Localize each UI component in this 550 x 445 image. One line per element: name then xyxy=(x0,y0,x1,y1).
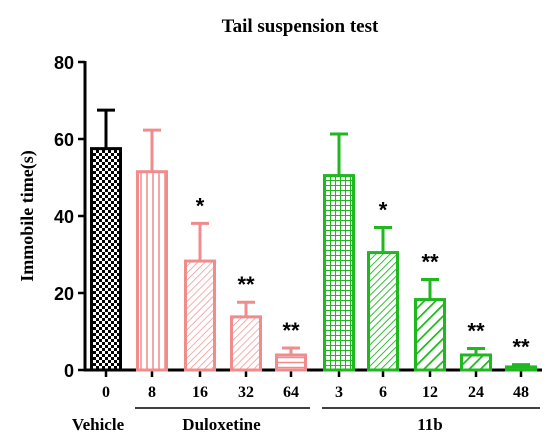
x-tick-label: 24 xyxy=(468,384,484,401)
bar-7 xyxy=(414,298,446,372)
labels: 0 8 16 * 32 ** 64 ** 3 6 * 12 ** 24 ** 48 ** Vehicle Dulox… xyxy=(72,193,540,434)
x-tick-label: 16 xyxy=(192,384,208,401)
y-axis-label: Immobile time(s) xyxy=(17,150,38,281)
bar-9 xyxy=(505,365,537,372)
x-tick-label: 6 xyxy=(379,384,387,401)
y-tick-label: 0 xyxy=(64,361,74,381)
bars xyxy=(90,108,537,372)
y-tick-label: 20 xyxy=(54,284,74,304)
x-tick-label: 64 xyxy=(283,384,299,401)
y-tick-label: 40 xyxy=(54,207,74,227)
group-label: 11b xyxy=(417,415,443,434)
x-tick-label: 8 xyxy=(148,384,156,401)
group-label: Vehicle xyxy=(72,415,125,434)
chart-title: Tail suspension test xyxy=(222,16,379,37)
bar-4 xyxy=(275,353,307,372)
bar-2 xyxy=(184,259,216,372)
significance-label: ** xyxy=(512,335,530,360)
bar-0 xyxy=(90,147,122,372)
significance-label: ** xyxy=(237,272,255,297)
bar-3 xyxy=(230,315,262,372)
significance-label: ** xyxy=(467,318,485,343)
significance-label: * xyxy=(379,198,388,223)
y-tick-label: 60 xyxy=(54,130,74,150)
x-tick-label: 0 xyxy=(102,384,110,401)
x-tick-label: 3 xyxy=(335,384,343,401)
bar-1 xyxy=(136,170,168,372)
significance-label: * xyxy=(196,193,205,218)
x-tick-label: 48 xyxy=(513,384,529,401)
group-label: Duloxetine xyxy=(182,415,261,434)
x-tick-label: 32 xyxy=(238,384,254,401)
bar-5 xyxy=(323,174,355,372)
x-tick-label: 12 xyxy=(422,384,438,401)
significance-label: ** xyxy=(282,318,300,343)
y-tick-label: 80 xyxy=(54,53,74,73)
bar-8 xyxy=(460,353,492,372)
bar-6 xyxy=(367,251,399,372)
significance-label: ** xyxy=(421,250,439,275)
